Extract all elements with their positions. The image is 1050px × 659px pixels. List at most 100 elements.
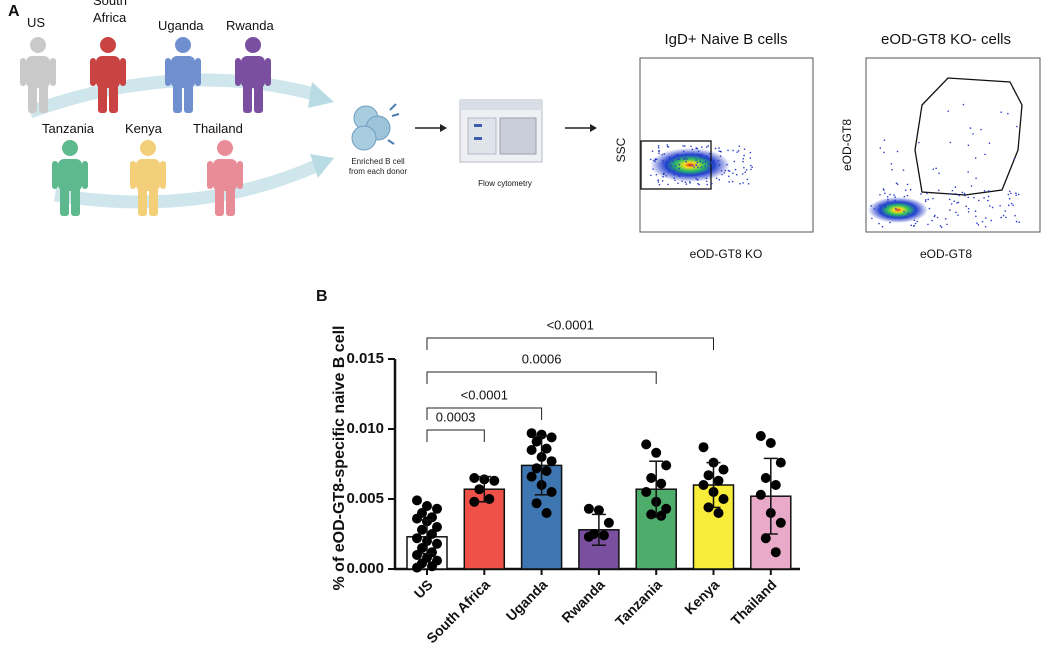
x-tick-label: Uganda xyxy=(503,576,551,624)
torso xyxy=(58,159,82,191)
dot xyxy=(905,216,907,219)
dot xyxy=(1008,197,1011,200)
arm xyxy=(207,161,213,189)
dot xyxy=(701,146,703,148)
dot xyxy=(1015,192,1017,194)
dot xyxy=(710,182,713,185)
arm xyxy=(265,58,271,86)
cytometer-label: Flow cytometry xyxy=(478,179,532,188)
data-point xyxy=(412,562,422,573)
dot xyxy=(651,150,654,152)
dot xyxy=(705,180,708,183)
data-point xyxy=(469,496,480,507)
dot xyxy=(967,207,970,210)
dot xyxy=(964,194,966,197)
arm xyxy=(160,161,166,189)
p-value: 0.0006 xyxy=(522,351,562,366)
data-point xyxy=(541,443,552,454)
y-tick-label: 0.000 xyxy=(346,560,384,577)
dot xyxy=(906,194,909,197)
dot xyxy=(683,145,686,147)
dot xyxy=(932,168,935,170)
data-point xyxy=(427,561,437,572)
leg xyxy=(98,83,107,113)
arrow-head xyxy=(440,124,447,132)
donor-label: Uganda xyxy=(158,18,204,33)
dot xyxy=(906,183,909,186)
dot xyxy=(750,168,752,171)
density xyxy=(868,197,928,223)
dot xyxy=(984,153,986,156)
data-point xyxy=(432,522,442,532)
dot xyxy=(663,172,665,175)
donor-figure xyxy=(20,37,56,113)
dot xyxy=(1000,216,1002,219)
arm xyxy=(237,161,243,189)
torso xyxy=(171,56,195,88)
data-point xyxy=(526,471,537,482)
data-point xyxy=(603,517,614,528)
dot xyxy=(878,222,880,225)
dot xyxy=(904,189,907,191)
arm xyxy=(52,161,58,189)
arm xyxy=(120,58,126,86)
dot xyxy=(949,209,951,211)
dot xyxy=(902,169,905,171)
data-point xyxy=(546,456,557,467)
data-point xyxy=(427,529,437,539)
donor-figure xyxy=(235,37,271,113)
leg xyxy=(215,186,224,216)
dot xyxy=(920,193,922,195)
dot xyxy=(963,192,966,195)
donor-label: South Africa xyxy=(93,0,127,25)
data-point xyxy=(760,473,771,483)
data-point xyxy=(755,489,766,500)
dot xyxy=(678,158,680,160)
dot xyxy=(936,216,939,219)
b-cells xyxy=(351,103,400,151)
dot xyxy=(927,223,929,226)
dot xyxy=(668,156,671,158)
dot xyxy=(889,221,891,224)
scatter-noise xyxy=(649,103,1021,229)
dot xyxy=(967,171,969,173)
p-value: 0.0003 xyxy=(436,409,476,424)
dot xyxy=(944,218,947,220)
p-value: <0.0001 xyxy=(461,387,508,402)
donor-label: Thailand xyxy=(193,121,243,136)
dot xyxy=(705,177,708,180)
x-tick-label: US xyxy=(411,576,436,601)
donor-label: Rwanda xyxy=(226,18,274,33)
dot xyxy=(1016,125,1018,128)
dot xyxy=(1008,190,1011,193)
dot xyxy=(891,168,893,171)
dot xyxy=(1015,220,1018,223)
leg xyxy=(243,83,252,113)
dot xyxy=(870,205,872,207)
plot-frame xyxy=(865,57,1041,233)
dot xyxy=(1018,221,1021,224)
arm xyxy=(195,58,201,86)
dot xyxy=(707,145,710,147)
dot xyxy=(731,180,734,183)
dot xyxy=(677,182,679,185)
dot xyxy=(946,223,948,226)
data-point xyxy=(474,484,485,495)
dot xyxy=(721,173,723,176)
dot xyxy=(728,170,731,172)
dot xyxy=(676,153,679,156)
y-tick-label: 0.010 xyxy=(346,420,384,437)
dot xyxy=(881,225,884,228)
dot xyxy=(926,192,928,195)
dot xyxy=(969,127,972,129)
dot xyxy=(727,149,729,152)
head xyxy=(100,37,116,53)
dot xyxy=(886,216,889,218)
dot xyxy=(957,201,960,204)
dot xyxy=(962,103,965,106)
dot xyxy=(895,182,898,185)
flow-arrow xyxy=(53,159,321,209)
dot xyxy=(734,168,737,171)
y-tick-label: 0.015 xyxy=(346,350,384,367)
data-point xyxy=(412,513,422,524)
